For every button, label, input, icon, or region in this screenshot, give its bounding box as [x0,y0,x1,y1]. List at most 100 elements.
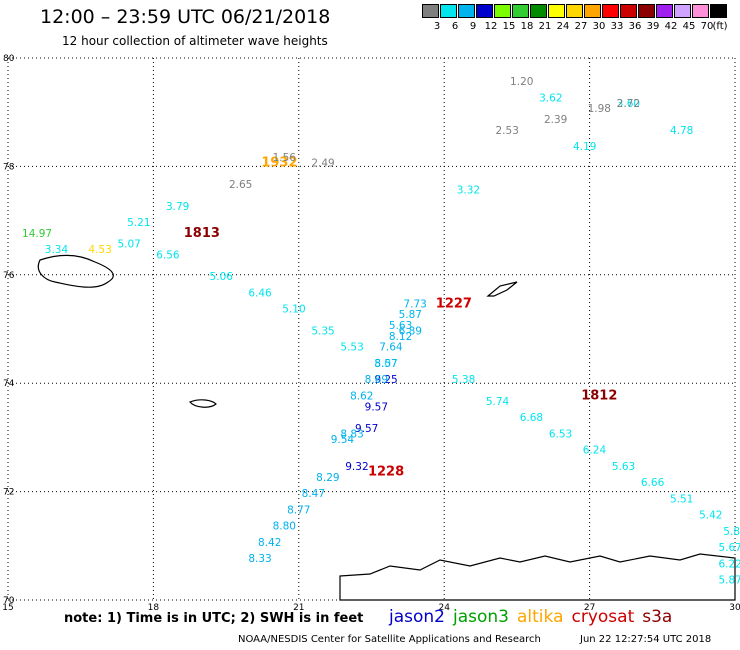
y-tick-label: 70 [3,596,15,606]
wave-height-point: 1.20 [510,76,533,88]
scale-label: 21 [538,21,552,32]
wave-height-point: 8.42 [258,537,281,549]
wave-height-point: 9.57 [365,401,388,413]
wave-height-point: 5.74 [486,396,510,408]
wave-height-point: 1.98 [588,103,611,115]
scale-label: 3 [433,21,441,32]
wave-height-point: 2.65 [229,179,252,191]
timestamp: Jun 22 12:27:54 UTC 2018 [580,634,712,645]
scale-swatch [656,4,673,18]
scale-swatch [512,4,529,18]
scale-label: 12 [484,21,498,32]
wave-height-point: 5.21 [127,217,150,229]
wave-height-point: 6.24 [583,445,607,457]
y-tick-label: 78 [3,162,15,172]
wave-height-point: 8.12 [389,331,412,343]
credit-text: NOAA/NESDIS Center for Satellite Applica… [238,634,541,645]
coastline [37,254,736,601]
wave-height-point: 9.57 [355,423,378,435]
x-tick-label: 18 [148,603,160,613]
wave-height-point: 1932 [261,155,297,170]
wave-height-point: 3.62 [539,92,562,104]
scale-swatch [566,4,583,18]
scale-label: 39 [646,21,660,32]
scale-label: 15 [502,21,516,32]
scale-swatch [458,4,475,18]
wave-height-point: 4.78 [670,125,693,137]
wave-height-point: 8.47 [302,488,325,500]
x-tick-label: 27 [584,603,595,613]
wave-height-point: 5.89 [723,526,740,538]
scale-swatch [638,4,655,18]
scale-label: 6 [451,21,459,32]
y-tick-label: 74 [3,379,15,389]
wave-height-point: 6.89 [399,325,422,337]
scale-swatch [440,4,457,18]
scale-swatch [530,4,547,18]
scale-label: 33 [610,21,624,32]
units-note: note: 1) Time is in UTC; 2) SWH is in fe… [64,611,364,626]
scale-label: 18 [520,21,534,32]
scale-swatch [584,4,601,18]
wave-height-point: 9.32 [345,461,368,473]
wave-height-point: 3.79 [166,201,189,213]
scale-label: 9 [469,21,477,32]
scale-label: 30 [592,21,606,32]
wave-height-point: 5.63 [389,320,412,332]
scale-swatch [548,4,565,18]
scale-label: 42 [664,21,678,32]
wave-height-point: 6.56 [156,250,180,262]
legend-item-jason3: jason3 [453,607,509,627]
wave-height-point: 3.60 [617,98,640,110]
satellite-legend: jason2 jason3 altika cryosat s3a [389,607,680,627]
scale-label: 36 [628,21,642,32]
scale-swatch [494,4,511,18]
x-tick-label: 30 [729,603,740,613]
wave-height-point: 5.38 [452,374,475,386]
wave-height-point: 8.29 [316,472,339,484]
wave-height-point: 2.39 [544,114,567,126]
page-subtitle: 12 hour collection of altimeter wave hei… [62,34,328,48]
x-tick-label: 15 [2,603,13,613]
wave-height-point: 8.62 [350,390,373,402]
wave-height-point: 5.51 [670,493,693,505]
wave-height-point: 14.97 [22,228,52,240]
wave-height-point: 9.25 [374,374,397,386]
wave-height-point: 1228 [368,464,404,479]
wave-height-point: 3.32 [457,185,480,197]
scale-swatch [620,4,637,18]
y-tick-label: 76 [3,271,15,281]
wave-height-point: 1812 [581,388,617,403]
wave-height-point: 9.54 [331,434,355,446]
scale-swatch [710,4,727,18]
wave-height-point: 6.53 [549,428,572,440]
wave-height-point: 2.53 [496,125,519,137]
scale-swatch [692,4,709,18]
wave-height-point: 8.80 [273,521,296,533]
scale-swatch [674,4,691,18]
wave-height-point: 4.19 [573,141,596,153]
wave-height-point: 6.68 [520,412,543,424]
wave-height-point: 6.66 [641,477,665,489]
wave-height-point: 5.87 [718,575,740,587]
wave-height-point: 8.83 [340,428,363,440]
page-title: 12:00 – 23:59 UTC 06/21/2018 [40,6,331,28]
legend-item-altika: altika [517,607,564,627]
wave-height-point: 5.07 [374,358,397,370]
y-tick-label: 72 [3,488,14,498]
wave-height-point: 4.53 [88,244,111,256]
wave-height-point: 6.46 [248,287,272,299]
wave-height-point: 8.57 [374,358,397,370]
wave-height-point: 3.34 [45,244,69,256]
wave-height-point: 5.06 [210,271,234,283]
scale-label: 24 [556,21,570,32]
scale-label: 45 [682,21,696,32]
wave-height-point: 6.22 [718,558,740,570]
wave-height-point: 5.67 [718,542,740,554]
wave-height-point: 5.35 [311,325,334,337]
wave-height-point: 1813 [184,226,220,241]
wave-height-point: 2.72 [617,98,640,110]
wave-height-point: 8.77 [287,504,310,516]
x-tick-label: 21 [293,603,304,613]
